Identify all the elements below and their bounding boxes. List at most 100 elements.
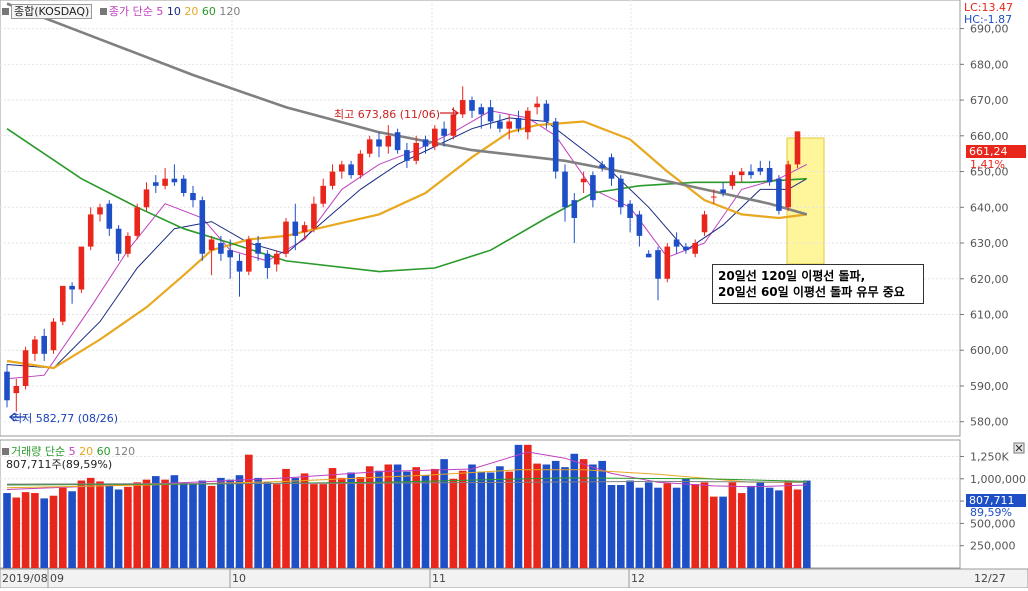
- x-tick-label: 11: [432, 572, 446, 585]
- volume-pct: 89,59%: [970, 506, 1012, 519]
- volume-header: 거래량 단순 5 20 60 120: [2, 443, 135, 459]
- volume-bar: [803, 480, 811, 568]
- last-change: 1,41%: [970, 158, 1005, 171]
- volume-bar: [505, 471, 513, 568]
- vol-ma20-label: 20: [79, 445, 94, 458]
- volume-bar: [40, 498, 48, 568]
- candle: [218, 235, 224, 261]
- volume-bar: [644, 482, 653, 568]
- close-icon[interactable]: [1013, 442, 1025, 454]
- volume-bar: [3, 493, 11, 568]
- volume-bar: [468, 464, 476, 568]
- price-title[interactable]: 종합(KOSDAQ): [11, 4, 93, 19]
- candle: [283, 218, 289, 258]
- volume-bar: [245, 454, 253, 568]
- candle: [692, 239, 698, 258]
- ma120-label: 120: [219, 5, 241, 18]
- candle: [757, 160, 764, 176]
- annotation-line-2: 20일선 60일 이평선 돌파 유무 중요: [718, 285, 905, 299]
- volume-bar: [672, 487, 681, 568]
- candle: [459, 86, 466, 118]
- candle: [571, 192, 578, 244]
- vol-ma5-line: [6, 451, 807, 490]
- last-price-badge: 661,24: [966, 145, 1026, 158]
- volume-bar: [393, 464, 402, 568]
- volume-bar: [477, 471, 486, 568]
- volume-bar: [775, 490, 783, 568]
- ma10-label: 10: [166, 5, 181, 18]
- volume-bar: [496, 466, 504, 568]
- candle: [766, 160, 773, 186]
- vol-y-tick-label: 1,000,000: [970, 473, 1026, 486]
- candle: [264, 250, 271, 279]
- candle: [543, 100, 550, 129]
- candle: [106, 200, 113, 236]
- candle: [534, 96, 540, 115]
- min-arrow: [8, 412, 26, 422]
- volume-bar: [59, 487, 67, 568]
- volume-bar: [579, 459, 588, 568]
- vol-ma120-label: 120: [114, 445, 136, 458]
- candle: [329, 164, 336, 190]
- volume-bar: [310, 484, 318, 568]
- candle: [199, 196, 206, 261]
- volume-bar: [551, 460, 560, 568]
- volume-bar: [114, 489, 123, 568]
- volume-bar: [663, 483, 672, 568]
- candle: [636, 210, 643, 247]
- volume-bar: [300, 473, 309, 568]
- candle: [711, 189, 717, 204]
- candle: [32, 335, 38, 361]
- vol-ma60-label: 60: [96, 445, 111, 458]
- volume-bar: [440, 459, 448, 568]
- y-tick-label: 620,00: [970, 273, 1009, 286]
- candle: [180, 175, 187, 197]
- volume-bar: [347, 472, 355, 568]
- volume-bar: [68, 491, 76, 568]
- ma60-label: 60: [201, 5, 216, 18]
- volume-bar: [617, 485, 625, 568]
- volume-bar: [291, 477, 300, 568]
- candle: [22, 346, 29, 390]
- candle: [87, 207, 94, 251]
- candle: [78, 246, 85, 294]
- candle: [227, 239, 233, 279]
- volume-bar: [654, 487, 662, 568]
- candle: [794, 131, 801, 168]
- x-tick-label: 12: [631, 572, 645, 585]
- candle: [171, 164, 178, 186]
- y-tick-label: 640,00: [970, 201, 1009, 214]
- volume-bar: [756, 482, 765, 568]
- volume-bar: [142, 479, 151, 568]
- candle: [376, 132, 382, 158]
- ma-prefix: 종가 단순: [108, 5, 153, 18]
- candle: [125, 232, 131, 258]
- volume-bar: [765, 487, 774, 568]
- ma120-line: [6, 2, 808, 216]
- candle: [255, 235, 261, 261]
- volume-bar: [403, 471, 411, 568]
- volume-bar: [86, 477, 95, 568]
- min-annotation: 최저 582,77 (08/26): [12, 412, 119, 425]
- volume-bar: [747, 485, 755, 568]
- volume-bar: [226, 479, 234, 568]
- vol-y-tick-label: 500,000: [970, 517, 1016, 530]
- legend-icon: [2, 448, 9, 455]
- volume-bar: [607, 485, 616, 568]
- candle: [432, 125, 438, 151]
- candle: [720, 182, 726, 197]
- price-header: 종합(KOSDAQ) 종가 단순 5 10 20 60 120: [2, 3, 240, 19]
- candle: [153, 175, 159, 193]
- y-tick-label: 610,00: [970, 308, 1009, 321]
- hc-value: HC:-1.87: [964, 13, 1013, 26]
- candle: [394, 128, 401, 154]
- volume-bar: [31, 493, 39, 568]
- volume-bar: [384, 464, 393, 568]
- candle: [292, 203, 299, 251]
- x-tick-label: 10: [232, 572, 246, 585]
- candle: [311, 196, 317, 233]
- volume-bar: [431, 468, 439, 568]
- volume-bar: [542, 464, 551, 568]
- volume-bar: [319, 484, 327, 568]
